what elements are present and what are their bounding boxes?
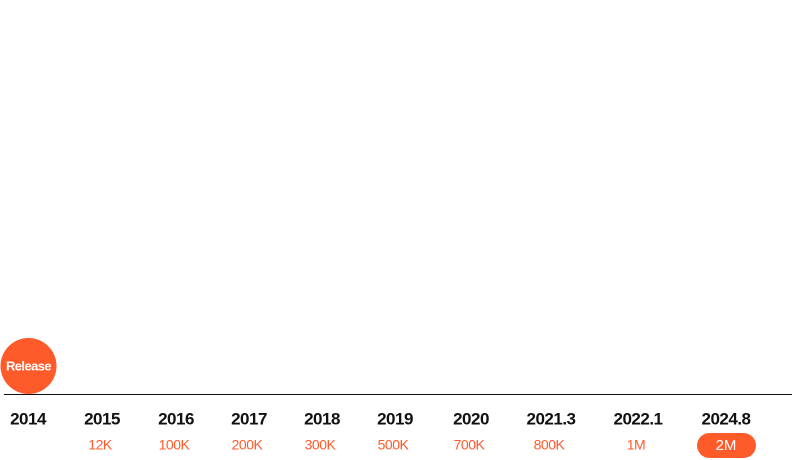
count-label: 300K: [305, 437, 337, 453]
highlight-pill: [697, 433, 756, 458]
year-label: 2016: [158, 409, 194, 428]
year-label: 2022.1: [614, 409, 663, 428]
release-badge: [0, 338, 57, 394]
year-label: 2015: [84, 409, 120, 428]
count-label: 2M: [716, 437, 737, 454]
year-label: 2020: [453, 409, 489, 428]
count-label: 800K: [534, 437, 566, 453]
year-label: 2018: [304, 409, 340, 428]
count-label: 700K: [454, 437, 486, 453]
year-label: 2021.3: [527, 409, 576, 428]
release-label: Release: [6, 358, 51, 373]
year-label: 2024.8: [702, 409, 751, 428]
count-label: 200K: [232, 437, 264, 453]
year-label: 2017: [231, 409, 267, 428]
year-label: 2019: [377, 409, 413, 428]
count-label: 500K: [378, 437, 410, 453]
year-label: 2014: [10, 409, 47, 428]
count-label: 12K: [88, 437, 113, 453]
count-label: 1M: [627, 437, 645, 453]
count-label: 100K: [159, 437, 191, 453]
